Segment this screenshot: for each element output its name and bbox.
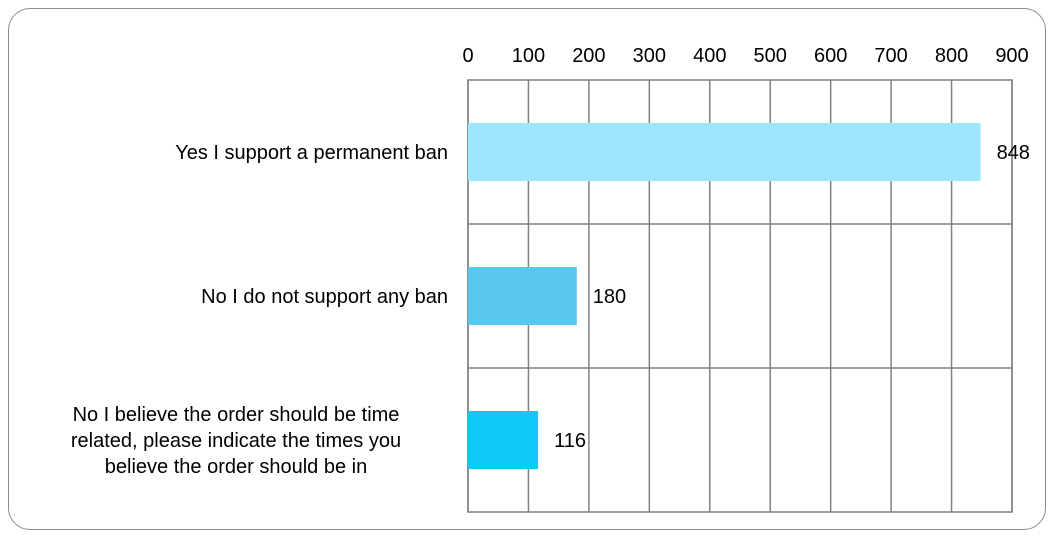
x-tick-label: 0	[462, 45, 473, 67]
category-labels: Yes I support a permanent ban No I do not…	[71, 142, 448, 478]
bar	[468, 123, 981, 181]
bars	[468, 123, 981, 469]
x-tick-label: 700	[874, 45, 907, 67]
category-label-line: No I believe the order should be time	[73, 404, 400, 426]
category-label-line: believe the order should be in	[105, 456, 367, 478]
x-tick-label: 300	[633, 45, 666, 67]
x-axis-ticks: 0 100 200 300 400 500 600 700 800 900	[462, 45, 1028, 67]
data-label: 180	[593, 286, 626, 308]
x-tick-label: 200	[572, 45, 605, 67]
category-label: Yes I support a permanent ban	[175, 142, 448, 164]
data-labels: 848 180 116	[554, 142, 1030, 452]
x-tick-label: 900	[995, 45, 1028, 67]
x-tick-label: 500	[754, 45, 787, 67]
x-tick-label: 400	[693, 45, 726, 67]
bar	[468, 411, 539, 469]
x-tick-label: 600	[814, 45, 847, 67]
x-tick-label: 100	[512, 45, 545, 67]
data-label: 116	[554, 430, 586, 452]
bar	[468, 267, 577, 325]
x-tick-label: 800	[935, 45, 968, 67]
data-label: 848	[997, 142, 1030, 164]
category-label: No I believe the order should be time rel…	[71, 404, 401, 478]
category-label-line: related, please indicate the times you	[71, 430, 401, 452]
category-label: No I do not support any ban	[201, 286, 448, 308]
